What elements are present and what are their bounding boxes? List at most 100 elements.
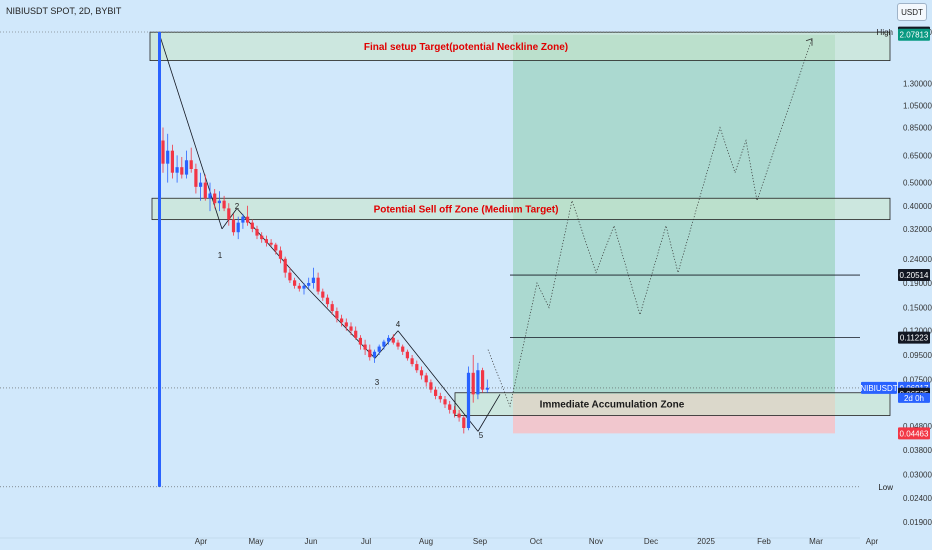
candle[interactable]: [410, 358, 414, 365]
trendline-6[interactable]: [397, 330, 479, 432]
projection-path[interactable]: [487, 38, 813, 408]
candle[interactable]: [246, 216, 250, 223]
candle[interactable]: [170, 150, 174, 173]
candle[interactable]: [481, 370, 485, 390]
symbol-tag[interactable]: [861, 381, 897, 394]
price-badge[interactable]: [898, 269, 930, 282]
candle[interactable]: [288, 272, 292, 281]
candle[interactable]: [293, 280, 297, 286]
candle[interactable]: [269, 242, 273, 245]
candle[interactable]: [283, 258, 287, 273]
initial-candle[interactable]: [158, 32, 161, 487]
candle[interactable]: [485, 387, 489, 390]
candle[interactable]: [405, 351, 409, 359]
y-tick-label: 0.65000: [903, 151, 932, 160]
candle[interactable]: [377, 346, 381, 352]
candle[interactable]: [354, 330, 358, 338]
candle[interactable]: [274, 244, 278, 251]
candle[interactable]: [471, 372, 475, 395]
candle[interactable]: [227, 208, 231, 220]
candle[interactable]: [363, 344, 367, 350]
x-tick-label: Dec: [644, 537, 658, 546]
candle[interactable]: [189, 160, 193, 169]
candle[interactable]: [180, 167, 184, 175]
candle[interactable]: [264, 239, 268, 243]
zone-label-1: Final setup Target(potential Neckline Zo…: [364, 42, 568, 53]
candle[interactable]: [438, 395, 442, 400]
price-badge[interactable]: [898, 331, 930, 344]
candle[interactable]: [217, 200, 221, 204]
x-tick-label: Apr: [866, 537, 879, 546]
candle[interactable]: [415, 364, 419, 371]
candle[interactable]: [255, 228, 259, 236]
zone-box-2[interactable]: [151, 197, 891, 221]
zone-box-3[interactable]: [454, 392, 891, 416]
countdown-badge[interactable]: [898, 392, 930, 403]
candle[interactable]: [462, 417, 466, 428]
price-badge[interactable]: [898, 427, 930, 440]
candle[interactable]: [184, 160, 189, 175]
y-tick-label: 0.03800: [903, 446, 932, 455]
candle[interactable]: [213, 193, 217, 204]
y-tick-label: 0.15000: [903, 304, 932, 313]
candle[interactable]: [443, 399, 447, 405]
candle[interactable]: [302, 285, 306, 289]
candle[interactable]: [391, 337, 395, 343]
candle[interactable]: [429, 382, 433, 390]
candle[interactable]: [448, 404, 452, 410]
candle[interactable]: [335, 311, 339, 319]
candle[interactable]: [194, 168, 198, 187]
candle[interactable]: [166, 150, 170, 164]
candle[interactable]: [203, 182, 207, 199]
zone-box-1[interactable]: [149, 31, 891, 61]
trendline-7[interactable]: [477, 394, 501, 432]
candle[interactable]: [231, 219, 236, 233]
candle[interactable]: [358, 337, 362, 345]
candle[interactable]: [316, 277, 320, 292]
zone-label-2: Potential Sell off Zone (Medium Target): [374, 204, 559, 215]
candle[interactable]: [260, 235, 264, 240]
candle[interactable]: [325, 297, 330, 305]
candle[interactable]: [349, 326, 353, 331]
candle[interactable]: [457, 413, 461, 418]
candle[interactable]: [401, 346, 405, 352]
candle[interactable]: [419, 370, 424, 376]
candle[interactable]: [307, 283, 311, 286]
trendline-1[interactable]: [159, 36, 223, 230]
x-tick-label: Sep: [473, 537, 488, 546]
candle[interactable]: [340, 318, 344, 323]
wave-label-4: 4: [396, 320, 401, 329]
candle[interactable]: [452, 409, 456, 414]
side-label-high: High: [877, 28, 893, 37]
candle[interactable]: [199, 182, 203, 187]
candle[interactable]: [161, 140, 165, 164]
price-badge[interactable]: [898, 28, 930, 41]
candle[interactable]: [382, 341, 386, 347]
candle[interactable]: [344, 322, 348, 327]
candle[interactable]: [241, 216, 245, 223]
candle[interactable]: [250, 222, 254, 229]
candle[interactable]: [476, 370, 480, 395]
y-tick-label: 0.12000: [903, 327, 932, 336]
candle[interactable]: [434, 389, 438, 396]
candle[interactable]: [297, 285, 301, 289]
candle[interactable]: [387, 337, 391, 342]
candle[interactable]: [372, 351, 377, 358]
candle[interactable]: [311, 277, 315, 284]
candle[interactable]: [208, 193, 212, 199]
wave-label-5: 5: [479, 431, 484, 440]
candle[interactable]: [236, 222, 240, 233]
candle[interactable]: [424, 375, 428, 383]
candle[interactable]: [321, 291, 325, 298]
candle[interactable]: [330, 304, 334, 312]
y-tick-label: 0.04800: [903, 422, 932, 431]
candle[interactable]: [368, 349, 372, 358]
candle[interactable]: [396, 342, 400, 347]
candle[interactable]: [222, 200, 226, 209]
x-tick-label: May: [248, 537, 263, 546]
candle[interactable]: [466, 372, 471, 428]
symbol-header[interactable]: NIBIUSDT SPOT, 2D, BYBIT: [6, 6, 122, 16]
candle[interactable]: [175, 167, 179, 173]
currency-button[interactable]: USDT: [897, 3, 927, 21]
candle[interactable]: [278, 250, 283, 259]
